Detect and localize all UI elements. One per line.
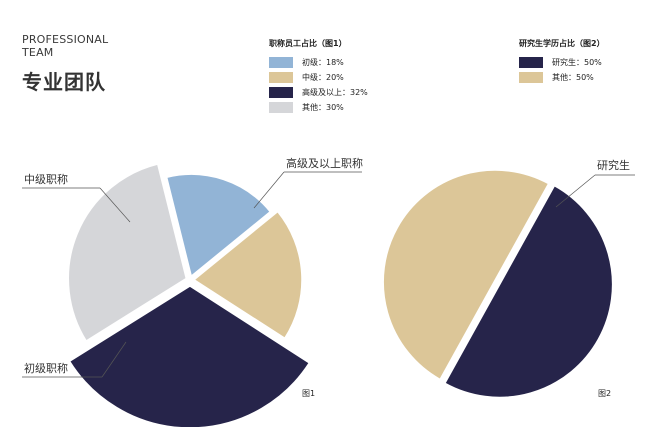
legend-item: 其他：50% bbox=[519, 70, 605, 85]
callout-label: 初级职称 bbox=[24, 361, 68, 375]
legend-item: 中级：20% bbox=[269, 70, 368, 85]
pie-slice-2-2 bbox=[382, 169, 550, 381]
legend-label: 高级及以上：32% bbox=[302, 88, 368, 97]
legend-swatch bbox=[269, 87, 293, 98]
legend-swatch bbox=[269, 57, 293, 68]
callout-line bbox=[555, 174, 596, 208]
legend-label: 初级：18% bbox=[302, 58, 344, 67]
callout-line bbox=[253, 171, 285, 209]
callout-label: 中级职称 bbox=[24, 172, 68, 186]
legend-swatch bbox=[269, 72, 293, 83]
callout-line bbox=[99, 187, 131, 223]
legend-item: 高级及以上：32% bbox=[269, 85, 368, 100]
header-title-en-line2: TEAM bbox=[22, 46, 54, 59]
callout-label: 高级及以上职称 bbox=[286, 156, 363, 170]
header-title-cn: 专业团队 bbox=[22, 70, 106, 94]
header-title-en: PROFESSIONAL TEAM bbox=[22, 33, 108, 59]
pie-slice-1-4 bbox=[67, 163, 188, 343]
legend-label: 其他：50% bbox=[552, 73, 594, 82]
chart2-caption: 图2 bbox=[598, 389, 611, 398]
header-title-en-line1: PROFESSIONAL bbox=[22, 33, 109, 46]
chart2-legend: 研究生学历占比（图2） 研究生：50% 其他：50% bbox=[519, 38, 605, 85]
pie-slice-1-3 bbox=[68, 285, 311, 427]
chart1-caption: 图1 bbox=[302, 389, 315, 398]
pie-slice-1-2 bbox=[192, 210, 303, 340]
chart2-legend-title: 研究生学历占比（图2） bbox=[519, 39, 605, 48]
legend-item: 其他：30% bbox=[269, 100, 368, 115]
chart1-pie bbox=[67, 163, 311, 427]
legend-swatch bbox=[519, 72, 543, 83]
legend-item: 初级：18% bbox=[269, 55, 368, 70]
chart1-legend-title: 职称员工占比（图1） bbox=[269, 39, 347, 48]
legend-item: 研究生：50% bbox=[519, 55, 605, 70]
legend-label: 中级：20% bbox=[302, 73, 344, 82]
chart2-pie bbox=[382, 169, 614, 399]
pie-slice-1-1 bbox=[165, 173, 272, 278]
pie-slice-2-1 bbox=[443, 184, 614, 399]
legend-swatch bbox=[269, 102, 293, 113]
callout-line bbox=[101, 341, 127, 378]
callouts: 初级职称 中级职称 高级及以上职称 研究生 bbox=[22, 156, 635, 378]
legend-label: 其他：30% bbox=[302, 103, 344, 112]
callout-label: 研究生 bbox=[597, 158, 630, 172]
chart1-legend: 职称员工占比（图1） 初级：18% 中级：20% 高级及以上：32% 其他：30% bbox=[269, 38, 368, 115]
legend-swatch bbox=[519, 57, 543, 68]
legend-label: 研究生：50% bbox=[552, 58, 602, 67]
